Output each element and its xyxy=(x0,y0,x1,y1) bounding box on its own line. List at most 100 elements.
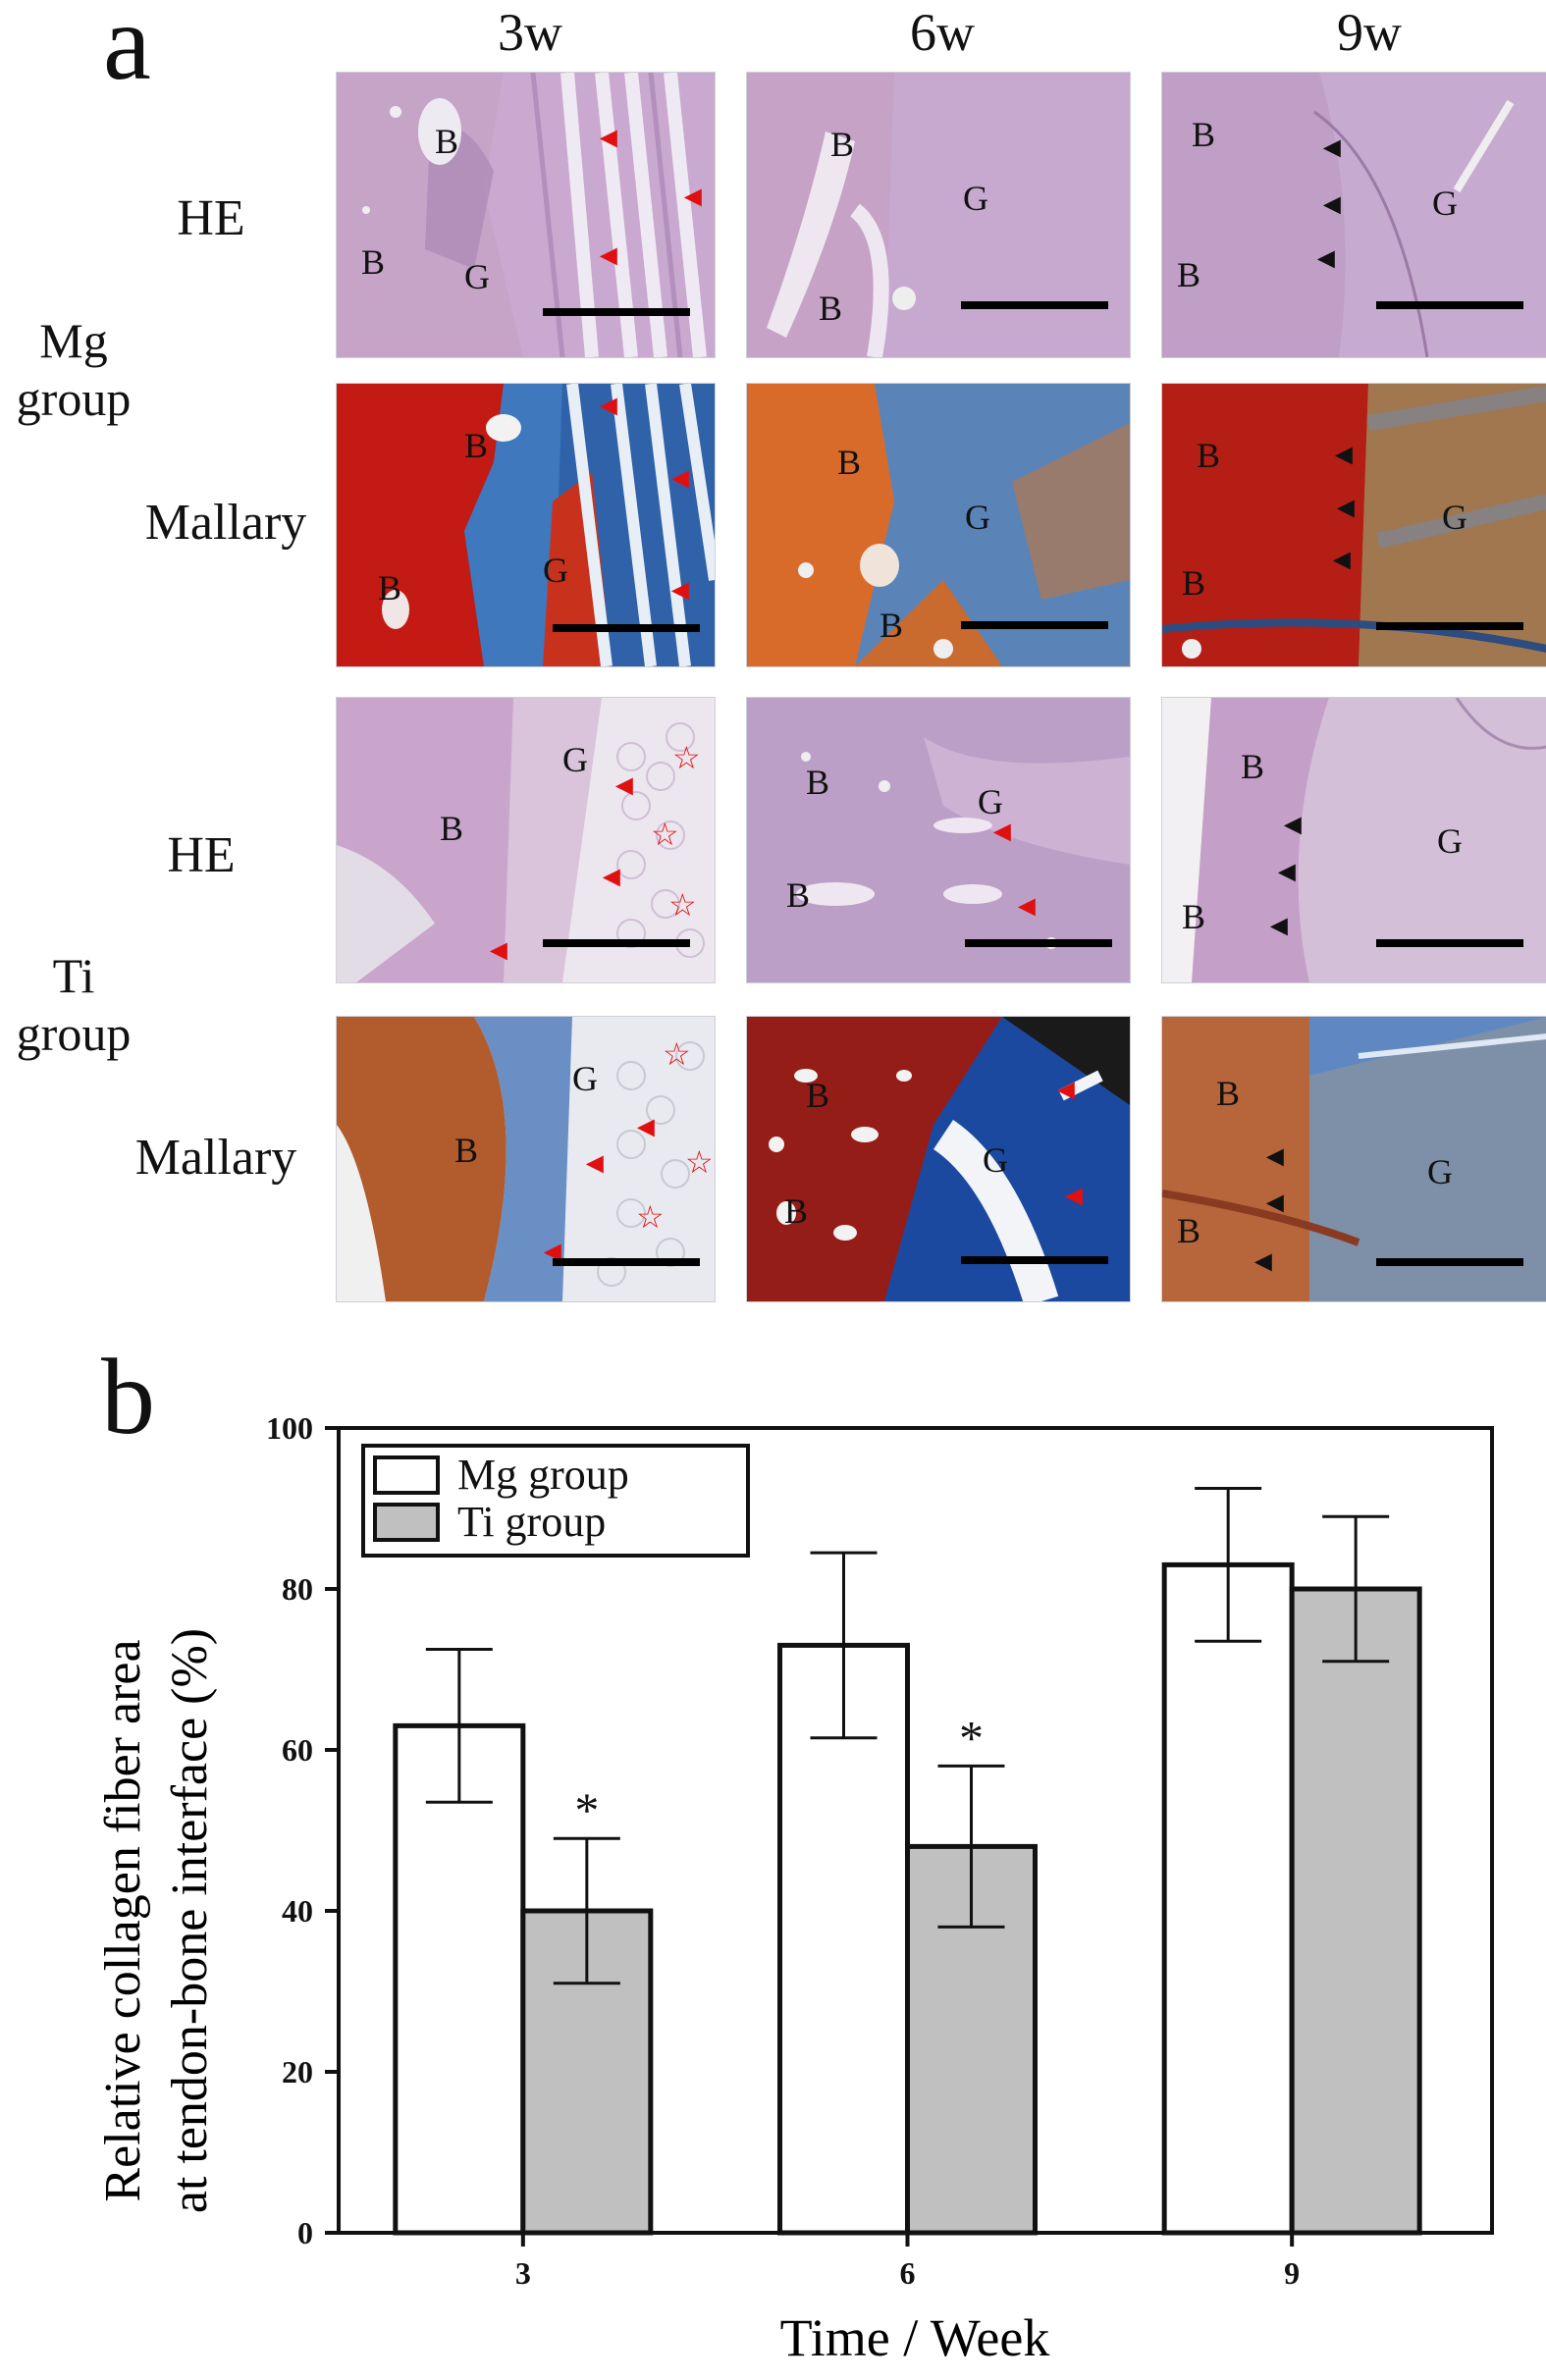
group-label-mg-line2: group xyxy=(16,371,132,426)
star-icon: ☆ xyxy=(636,1199,665,1235)
panel-a-letter: a xyxy=(103,0,151,102)
red-arrowhead-icon: ◄ xyxy=(987,816,1017,848)
tissue-label-bone: B xyxy=(440,809,464,848)
x-tick-label: 6 xyxy=(900,2255,916,2291)
tissue-label-bone: B xyxy=(1182,563,1206,603)
stain-label-mg-mallary: Mallary xyxy=(144,495,307,551)
black-arrowhead-icon: ◄ xyxy=(1327,544,1357,576)
x-axis-label: Time / Week xyxy=(780,2308,1050,2367)
micrograph-ti-mallary-3w: G B ◄ ◄ ◄ ☆ ☆ ☆ xyxy=(336,1016,716,1302)
legend-swatch xyxy=(373,1455,440,1495)
tissue-label-bone: B xyxy=(378,568,402,608)
black-arrowhead-icon: ◄ xyxy=(1278,809,1307,841)
y-axis-label: Relative collagen fiber area xyxy=(95,1639,151,2201)
y-tick-label: 20 xyxy=(282,2054,313,2089)
red-arrowhead-icon: ◄ xyxy=(1059,1180,1089,1212)
tissue-label-graft: G xyxy=(1432,184,1458,223)
bar xyxy=(1289,1586,1422,2236)
stain-label-mg-he: HE xyxy=(177,190,245,246)
tissue-label-graft: G xyxy=(983,1140,1008,1180)
red-arrowhead-icon: ◄ xyxy=(1051,1074,1081,1106)
red-arrowhead-icon: ◄ xyxy=(1012,890,1041,923)
y-tick-label: 0 xyxy=(297,2215,313,2250)
tissue-label-bone: B xyxy=(880,606,904,645)
column-header-9w: 9w xyxy=(1337,3,1402,62)
stain-label-ti-he: HE xyxy=(167,827,236,883)
bar-chart: 0 20 40 60 80 100 3 6 9 * * Mg group Ti group Rela… xyxy=(0,1354,1546,2375)
scale-bar xyxy=(1376,939,1523,947)
black-arrowhead-icon: ◄ xyxy=(1317,188,1347,221)
tissue-label-bone: B xyxy=(806,763,830,802)
tissue-label-bone: B xyxy=(1197,436,1221,475)
micrograph-mg-he-9w: B B G ◄ ◄ ◄ xyxy=(1161,72,1546,358)
red-arrowhead-icon: ◄ xyxy=(666,574,695,607)
group-label-ti: Ti group xyxy=(0,947,147,1063)
black-arrowhead-icon: ◄ xyxy=(1264,910,1294,942)
star-icon: ☆ xyxy=(685,1144,714,1180)
group-label-ti-line2: group xyxy=(16,1006,132,1061)
tissue-label-graft: G xyxy=(978,782,1003,821)
y-tick-label: 80 xyxy=(282,1571,313,1607)
red-arrowhead-icon: ◄ xyxy=(484,934,513,967)
scale-bar xyxy=(1376,622,1523,630)
significance-asterisk: * xyxy=(574,1782,599,1837)
micrograph-ti-mallary-9w: B G B ◄ ◄ ◄ xyxy=(1161,1016,1546,1302)
micrograph-mg-mallary-3w: B B G ◄ ◄ ◄ xyxy=(336,383,716,667)
legend-label: Mg group xyxy=(457,1451,629,1499)
scale-bar xyxy=(961,621,1108,629)
x-tick-label: 3 xyxy=(515,2255,531,2291)
panel-b-letter: b xyxy=(101,1337,155,1456)
scale-bar xyxy=(543,308,690,316)
tissue-label-bone: B xyxy=(1216,1074,1241,1113)
bar xyxy=(393,1722,526,2236)
tissue-label-bone: B xyxy=(819,289,843,328)
tissue-label-bone: B xyxy=(1177,255,1201,294)
micrograph-ti-he-6w: B G B ◄ ◄ xyxy=(746,697,1131,983)
star-icon: ☆ xyxy=(651,817,679,852)
star-icon: ☆ xyxy=(672,740,701,775)
tissue-label-graft: G xyxy=(965,498,990,537)
black-arrowhead-icon: ◄ xyxy=(1317,132,1347,164)
tissue-label-bone: B xyxy=(1182,897,1206,936)
legend-label: Ti group xyxy=(457,1498,606,1546)
tissue-label-bone: B xyxy=(464,426,489,465)
micrograph-mg-he-6w: B G B xyxy=(746,72,1131,358)
scale-bar xyxy=(553,624,700,632)
scale-bar xyxy=(961,1256,1108,1264)
stain-label-ti-mallary: Mallary xyxy=(134,1130,297,1186)
tissue-label-graft: G xyxy=(464,257,490,296)
group-label-ti-line1: Ti xyxy=(52,948,95,1003)
micrograph-ti-mallary-6w: B G B ◄ ◄ xyxy=(746,1016,1131,1302)
red-arrowhead-icon: ◄ xyxy=(666,462,695,495)
scale-bar xyxy=(553,1258,700,1266)
tissue-label-graft: G xyxy=(562,740,588,779)
y-tick-label: 60 xyxy=(282,1732,313,1768)
tissue-label-bone: B xyxy=(1192,115,1216,154)
legend-swatch xyxy=(373,1503,440,1542)
red-arrowhead-icon: ◄ xyxy=(594,239,623,272)
bar xyxy=(1161,1561,1295,2236)
black-arrowhead-icon: ◄ xyxy=(1329,439,1359,471)
scale-bar xyxy=(543,939,690,947)
tissue-label-bone: B xyxy=(1177,1211,1201,1250)
tissue-label-graft: G xyxy=(1437,821,1463,861)
group-label-mg-line1: Mg xyxy=(39,313,108,368)
red-arrowhead-icon: ◄ xyxy=(678,181,708,213)
y-tick-label: 100 xyxy=(266,1410,313,1446)
black-arrowhead-icon: ◄ xyxy=(1260,1140,1290,1173)
red-arrowhead-icon: ◄ xyxy=(610,769,639,802)
red-arrowhead-icon: ◄ xyxy=(597,861,626,893)
micrograph-mg-he-3w: B B G ◄ ◄ ◄ xyxy=(336,72,716,358)
red-arrowhead-icon: ◄ xyxy=(631,1111,661,1143)
scale-bar xyxy=(961,301,1108,309)
group-label-mg: Mg group xyxy=(0,312,147,428)
tissue-label-graft: G xyxy=(572,1059,598,1098)
tissue-label-bone: B xyxy=(454,1131,479,1170)
red-arrowhead-icon: ◄ xyxy=(594,390,623,422)
micrograph-mg-mallary-6w: B G B xyxy=(746,383,1131,667)
black-arrowhead-icon: ◄ xyxy=(1249,1245,1278,1278)
tissue-label-bone: B xyxy=(435,122,459,161)
scale-bar xyxy=(1376,301,1523,309)
red-arrowhead-icon: ◄ xyxy=(594,122,623,154)
tissue-label-bone: B xyxy=(786,875,811,915)
